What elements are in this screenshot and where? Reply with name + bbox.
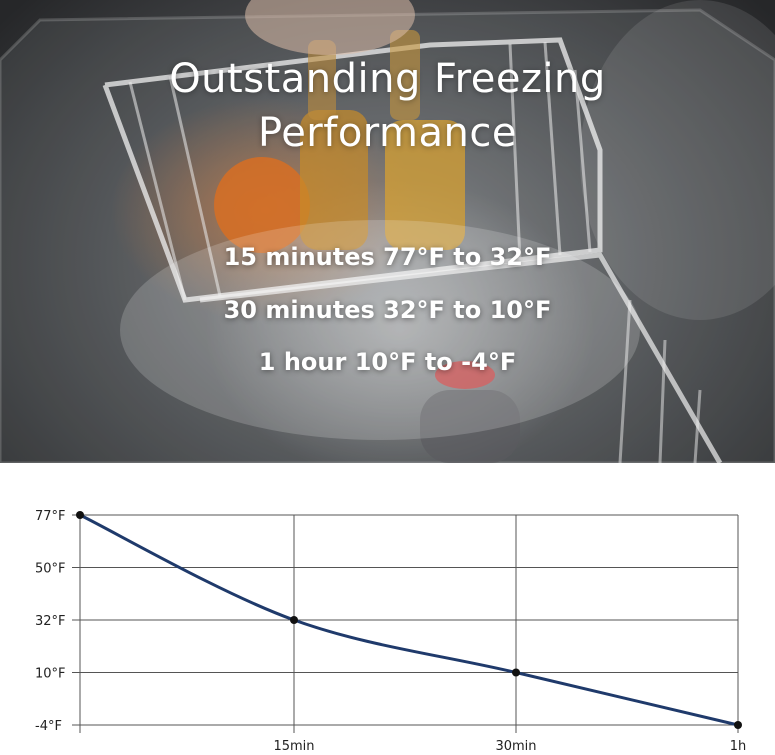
y-tick-label: 10°F — [35, 667, 66, 682]
headline-line-1: Outstanding Freezing — [169, 56, 606, 102]
headline: Outstanding Freezing Performance — [0, 52, 775, 160]
y-tick-label: 50°F — [35, 562, 66, 577]
y-tick-label: 32°F — [35, 614, 66, 629]
hero-banner: Outstanding Freezing Performance 15 minu… — [0, 0, 775, 463]
x-tick-label: 1h — [730, 739, 747, 754]
data-point — [512, 668, 520, 677]
temperature-line-chart: 77°F 50°F 32°F 10°F -4°F 15min 30min 1h — [35, 509, 747, 754]
headline-line-2: Performance — [258, 110, 517, 156]
x-tick-label: 15min — [273, 739, 314, 754]
y-tick-label: -4°F — [35, 719, 62, 734]
data-point — [734, 721, 742, 729]
data-point — [290, 616, 298, 624]
temperature-chart: 77°F 50°F 32°F 10°F -4°F 15min 30min 1h — [0, 463, 775, 755]
y-tick-label: 77°F — [35, 509, 66, 524]
x-tick-label: 30min — [495, 739, 536, 754]
stat-15-minutes: 15 minutes 77°F to 32°F — [223, 243, 552, 271]
data-point — [76, 511, 84, 519]
freezer-photo — [102, 0, 723, 463]
stat-30-minutes: 30 minutes 32°F to 10°F — [223, 296, 552, 324]
temperature-series-line — [79, 513, 739, 727]
stat-1-hour: 1 hour 10°F to -4°F — [258, 348, 517, 376]
